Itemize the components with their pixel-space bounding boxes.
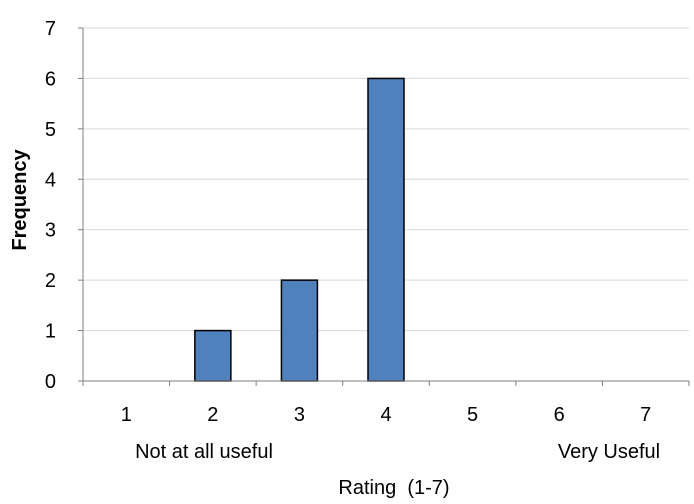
y-tick-label: 6 bbox=[45, 68, 56, 90]
high-end-annotation: Very Useful bbox=[558, 441, 660, 463]
bar-rating-4 bbox=[367, 77, 405, 382]
x-tick-label: 7 bbox=[640, 404, 651, 426]
axis-layer: 0 1 2 3 4 5 6 7 1 2 3 4 5 6 7 bbox=[45, 18, 690, 426]
bar-rating-2 bbox=[194, 329, 232, 382]
y-tick-label: 7 bbox=[45, 18, 56, 40]
low-end-annotation: Not at all useful bbox=[135, 441, 273, 463]
y-axis-title: Frequency bbox=[9, 149, 31, 251]
x-tick-label: 5 bbox=[467, 404, 478, 426]
x-tick-label: 2 bbox=[207, 404, 218, 426]
y-tick-label: 3 bbox=[45, 220, 56, 242]
x-tick-label: 1 bbox=[121, 404, 132, 426]
y-tick-label: 1 bbox=[45, 321, 56, 343]
y-tick-label: 0 bbox=[45, 371, 56, 393]
label-layer: Frequency Rating (1-7) Not at all useful… bbox=[9, 149, 660, 499]
y-tick-label: 4 bbox=[45, 169, 56, 191]
y-tick-label: 5 bbox=[45, 119, 56, 141]
bar-rating-3 bbox=[280, 279, 319, 382]
y-tick-label: 2 bbox=[45, 270, 56, 292]
x-tick-label: 4 bbox=[380, 404, 391, 426]
x-tick-label: 6 bbox=[554, 404, 565, 426]
x-tick-label: 3 bbox=[294, 404, 305, 426]
x-axis-title: Rating (1-7) bbox=[338, 477, 449, 499]
